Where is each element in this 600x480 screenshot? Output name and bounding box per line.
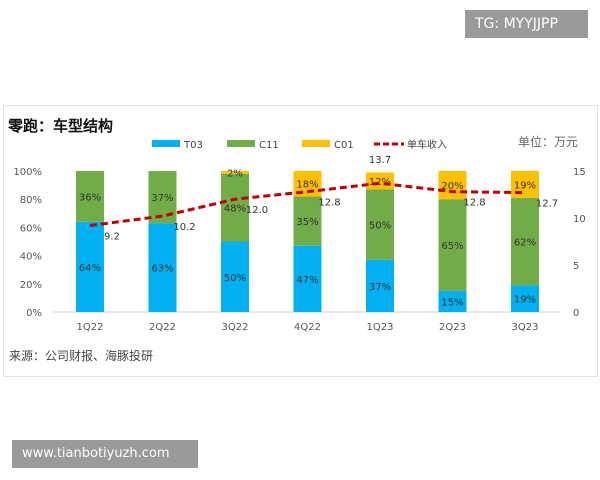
bar-label: 19% <box>514 295 536 306</box>
x-tick-label: 2Q22 <box>149 322 176 333</box>
line-data-label: 10.2 <box>173 222 195 233</box>
bar-label: 15% <box>441 297 463 308</box>
bar-label: 47% <box>296 275 318 286</box>
left-tick-label: 0% <box>26 308 42 319</box>
chart-frame <box>3 105 598 377</box>
legend-swatch-C11 <box>227 140 255 147</box>
bar-T03-2Q22 <box>148 223 177 312</box>
x-tick-label: 3Q23 <box>512 322 539 333</box>
bar-label: 20% <box>441 181 463 192</box>
bar-C11-1Q22 <box>76 171 104 222</box>
legend-swatch-T03 <box>152 140 180 147</box>
bar-C11-2Q23 <box>438 199 467 291</box>
x-tick-label: 1Q23 <box>367 322 394 333</box>
legend-label-line: 单车收入 <box>407 138 447 151</box>
bar-T03-4Q22 <box>293 245 322 312</box>
legend-label-T03: T03 <box>183 140 203 151</box>
legend-swatch-C01 <box>302 140 330 147</box>
line-data-label: 12.8 <box>318 198 340 209</box>
left-tick-label: 40% <box>20 252 42 263</box>
bar-C11-1Q23 <box>366 189 394 260</box>
bar-label: 2% <box>227 168 243 179</box>
unit-label: 单位：万元 <box>518 134 578 149</box>
bar-label: 64% <box>79 263 101 274</box>
x-tick-label: 1Q22 <box>77 322 104 333</box>
bar-T03-3Q23 <box>511 285 539 312</box>
bar-label: 63% <box>151 264 173 275</box>
source-note: 来源：公司财报、海豚投研 <box>9 348 153 363</box>
left-tick-label: 100% <box>13 167 42 178</box>
bar-C11-3Q22 <box>221 173 249 242</box>
right-tick-label: 5 <box>573 261 579 272</box>
bar-label: 36% <box>79 192 101 203</box>
right-tick-label: 10 <box>573 214 586 225</box>
bar-label: 50% <box>369 221 391 232</box>
website-badge: www.tianbotiyuzh.com <box>12 440 198 468</box>
left-tick-label: 60% <box>20 223 42 234</box>
bar-label: 18% <box>296 180 318 191</box>
line-data-label: 9.2 <box>104 232 120 243</box>
right-tick-label: 0 <box>573 308 579 319</box>
x-tick-label: 2Q23 <box>439 322 466 333</box>
x-tick-label: 3Q22 <box>222 322 249 333</box>
line-data-label: 13.7 <box>369 155 391 166</box>
bar-T03-1Q22 <box>76 221 104 312</box>
bar-T03-2Q23 <box>438 290 467 312</box>
left-tick-label: 80% <box>20 195 42 206</box>
legend-label-C01: C01 <box>334 140 354 151</box>
bar-label: 50% <box>224 273 246 284</box>
bar-T03-3Q22 <box>221 241 249 312</box>
bar-C01-2Q23 <box>438 171 467 200</box>
bar-C01-3Q22 <box>221 171 249 174</box>
bar-C11-3Q23 <box>511 197 539 286</box>
bar-C11-4Q22 <box>293 196 322 246</box>
bar-label: 48% <box>224 204 246 215</box>
bar-label: 35% <box>296 217 318 228</box>
legend-label-C11: C11 <box>259 140 279 151</box>
left-tick-label: 20% <box>20 280 42 291</box>
bar-label: 62% <box>514 238 536 249</box>
bar-T03-1Q23 <box>366 259 394 312</box>
chart-title: 零跑：车型结构 <box>7 117 113 135</box>
right-tick-label: 15 <box>573 167 586 178</box>
line-data-label: 12.7 <box>536 199 558 210</box>
x-tick-label: 4Q22 <box>294 322 321 333</box>
line-data-label: 12.8 <box>463 198 485 209</box>
bar-label: 12% <box>369 177 391 188</box>
revenue-per-car-line <box>89 181 526 228</box>
bar-label: 19% <box>514 180 536 191</box>
bar-label: 37% <box>151 193 173 204</box>
line-data-label: 12.0 <box>246 205 268 216</box>
telegram-badge: TG: MYYJJPP <box>465 10 588 38</box>
bar-label: 37% <box>369 282 391 293</box>
bar-label: 65% <box>441 241 463 252</box>
